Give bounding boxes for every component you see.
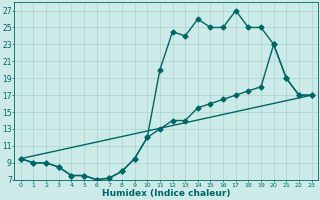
X-axis label: Humidex (Indice chaleur): Humidex (Indice chaleur) bbox=[102, 189, 230, 198]
